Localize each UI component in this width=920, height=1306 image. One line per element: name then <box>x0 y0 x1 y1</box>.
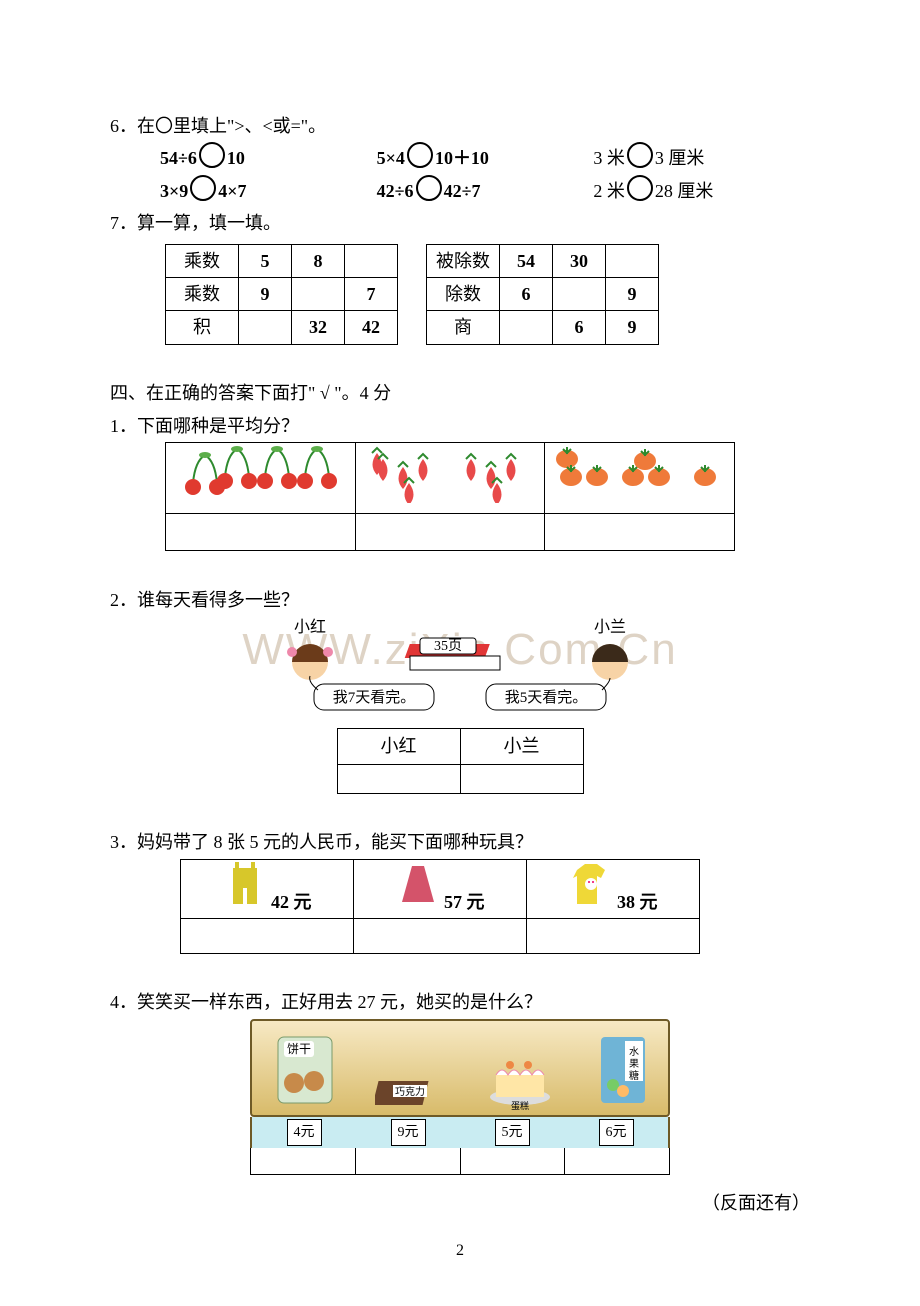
q41-cell-strawberries <box>355 442 545 513</box>
section4-heading: 四、在正确的答案下面打" √ "。4 分 <box>110 377 810 409</box>
compare-circle[interactable] <box>199 142 225 168</box>
q44-price-row: 4元 9元 5元 6元 <box>250 1117 670 1148</box>
q41-answer-1[interactable] <box>166 514 356 551</box>
q6-r1c2: 5×410＋10 <box>377 142 594 174</box>
q6-r1c1: 54÷610 <box>160 142 377 174</box>
q6-r2c1: 3×94×7 <box>160 175 377 207</box>
q7-left-table: 乘数58 乘数97 积3242 <box>165 244 398 345</box>
chocolate-icon: 巧克力 <box>375 1055 445 1111</box>
q43-item-overalls: 42 元 <box>181 859 354 918</box>
q42-left-speech: 我7天看完。 <box>333 689 416 706</box>
q41-cell-cherries <box>166 442 356 513</box>
page-number: 2 <box>110 1237 810 1266</box>
q44-ans-4[interactable] <box>565 1148 669 1174</box>
cake-icon: 蛋糕 <box>480 1051 560 1111</box>
q43-ans-2[interactable] <box>354 919 527 954</box>
biscuit-icon: 饼干 <box>270 1031 340 1111</box>
q43-item-skirt: 57 元 <box>354 859 527 918</box>
compare-circle[interactable] <box>627 175 653 201</box>
q43-table: 42 元 57 元 38 元 <box>180 859 700 954</box>
tshirt-icon <box>569 860 613 908</box>
q42-scene: 小红 35页 小兰 我7天看完。 我5天看完。 <box>210 616 710 716</box>
q41-table <box>165 442 735 551</box>
q44-price-4: 6元 <box>599 1119 634 1146</box>
q41-answer-2[interactable] <box>355 514 545 551</box>
q42-ans-2[interactable] <box>460 764 583 793</box>
q42-answer-table: 小红小兰 <box>337 728 584 793</box>
overalls-icon <box>223 860 267 908</box>
svg-text:饼干: 饼干 <box>286 1042 310 1056</box>
q43-ans-1[interactable] <box>181 919 354 954</box>
svg-text:果: 果 <box>629 1058 639 1070</box>
q44-price-1: 4元 <box>287 1119 322 1146</box>
q6-r1c3: 3 米3 厘米 <box>593 142 810 174</box>
q43-item-tshirt: 38 元 <box>527 859 700 918</box>
q44-prompt: 4．笑笑买一样东西，正好用去 27 元，她买的是什么？ <box>110 986 810 1018</box>
compare-circle[interactable] <box>627 142 653 168</box>
q41-cell-tomatoes <box>545 442 735 513</box>
q42-ans-1[interactable] <box>337 764 460 793</box>
q42-col-xiaolan: 小兰 <box>460 729 583 764</box>
svg-text:糖: 糖 <box>629 1069 639 1082</box>
compare-circle[interactable] <box>407 142 433 168</box>
turn-over: （反面还有） <box>110 1187 810 1219</box>
q42-left-name: 小红 <box>294 618 326 636</box>
q41-prompt: 1．下面哪种是平均分？ <box>110 410 810 442</box>
q6-r2c3: 2 米28 厘米 <box>593 175 810 207</box>
svg-text:巧克力: 巧克力 <box>395 1085 425 1098</box>
q42-pages: 35页 <box>434 639 462 654</box>
q42-right-name: 小兰 <box>594 618 626 636</box>
q43-ans-3[interactable] <box>527 919 700 954</box>
q7-prompt: 7．算一算，填一填。 <box>110 207 810 239</box>
svg-text:水: 水 <box>629 1046 639 1058</box>
q44-ans-1[interactable] <box>251 1148 356 1174</box>
candy-icon: 水果糖 <box>595 1031 651 1111</box>
svg-text:蛋糕: 蛋糕 <box>510 1100 528 1111</box>
strawberry-icon <box>365 443 535 503</box>
q42-right-speech: 我5天看完。 <box>505 689 588 706</box>
q43-prompt: 3．妈妈带了 8 张 5 元的人民币，能买下面哪种玩具？ <box>110 826 810 858</box>
q7-right-table: 被除数5430 除数69 商69 <box>426 244 659 345</box>
q42-col-xiaohong: 小红 <box>337 729 460 764</box>
compare-circle[interactable] <box>416 175 442 201</box>
cherry-icon <box>175 443 345 503</box>
q42-prompt: 2．谁每天看得多一些？ <box>110 584 810 616</box>
q41-answer-3[interactable] <box>545 514 735 551</box>
q44-shelf: 饼干 巧克力 蛋糕 水果糖 <box>250 1019 670 1117</box>
q44-price-2: 9元 <box>391 1119 426 1146</box>
skirt-icon <box>396 860 440 908</box>
q6-prompt: 6．在〇里填上">、<或="。 <box>110 110 810 142</box>
q44-ans-2[interactable] <box>356 1148 461 1174</box>
compare-circle[interactable] <box>190 175 216 201</box>
tomato-icon <box>555 443 725 503</box>
q44-price-3: 5元 <box>495 1119 530 1146</box>
q6-r2c2: 42÷642÷7 <box>377 175 594 207</box>
q44-answer-row <box>250 1148 670 1175</box>
q44-ans-3[interactable] <box>461 1148 566 1174</box>
